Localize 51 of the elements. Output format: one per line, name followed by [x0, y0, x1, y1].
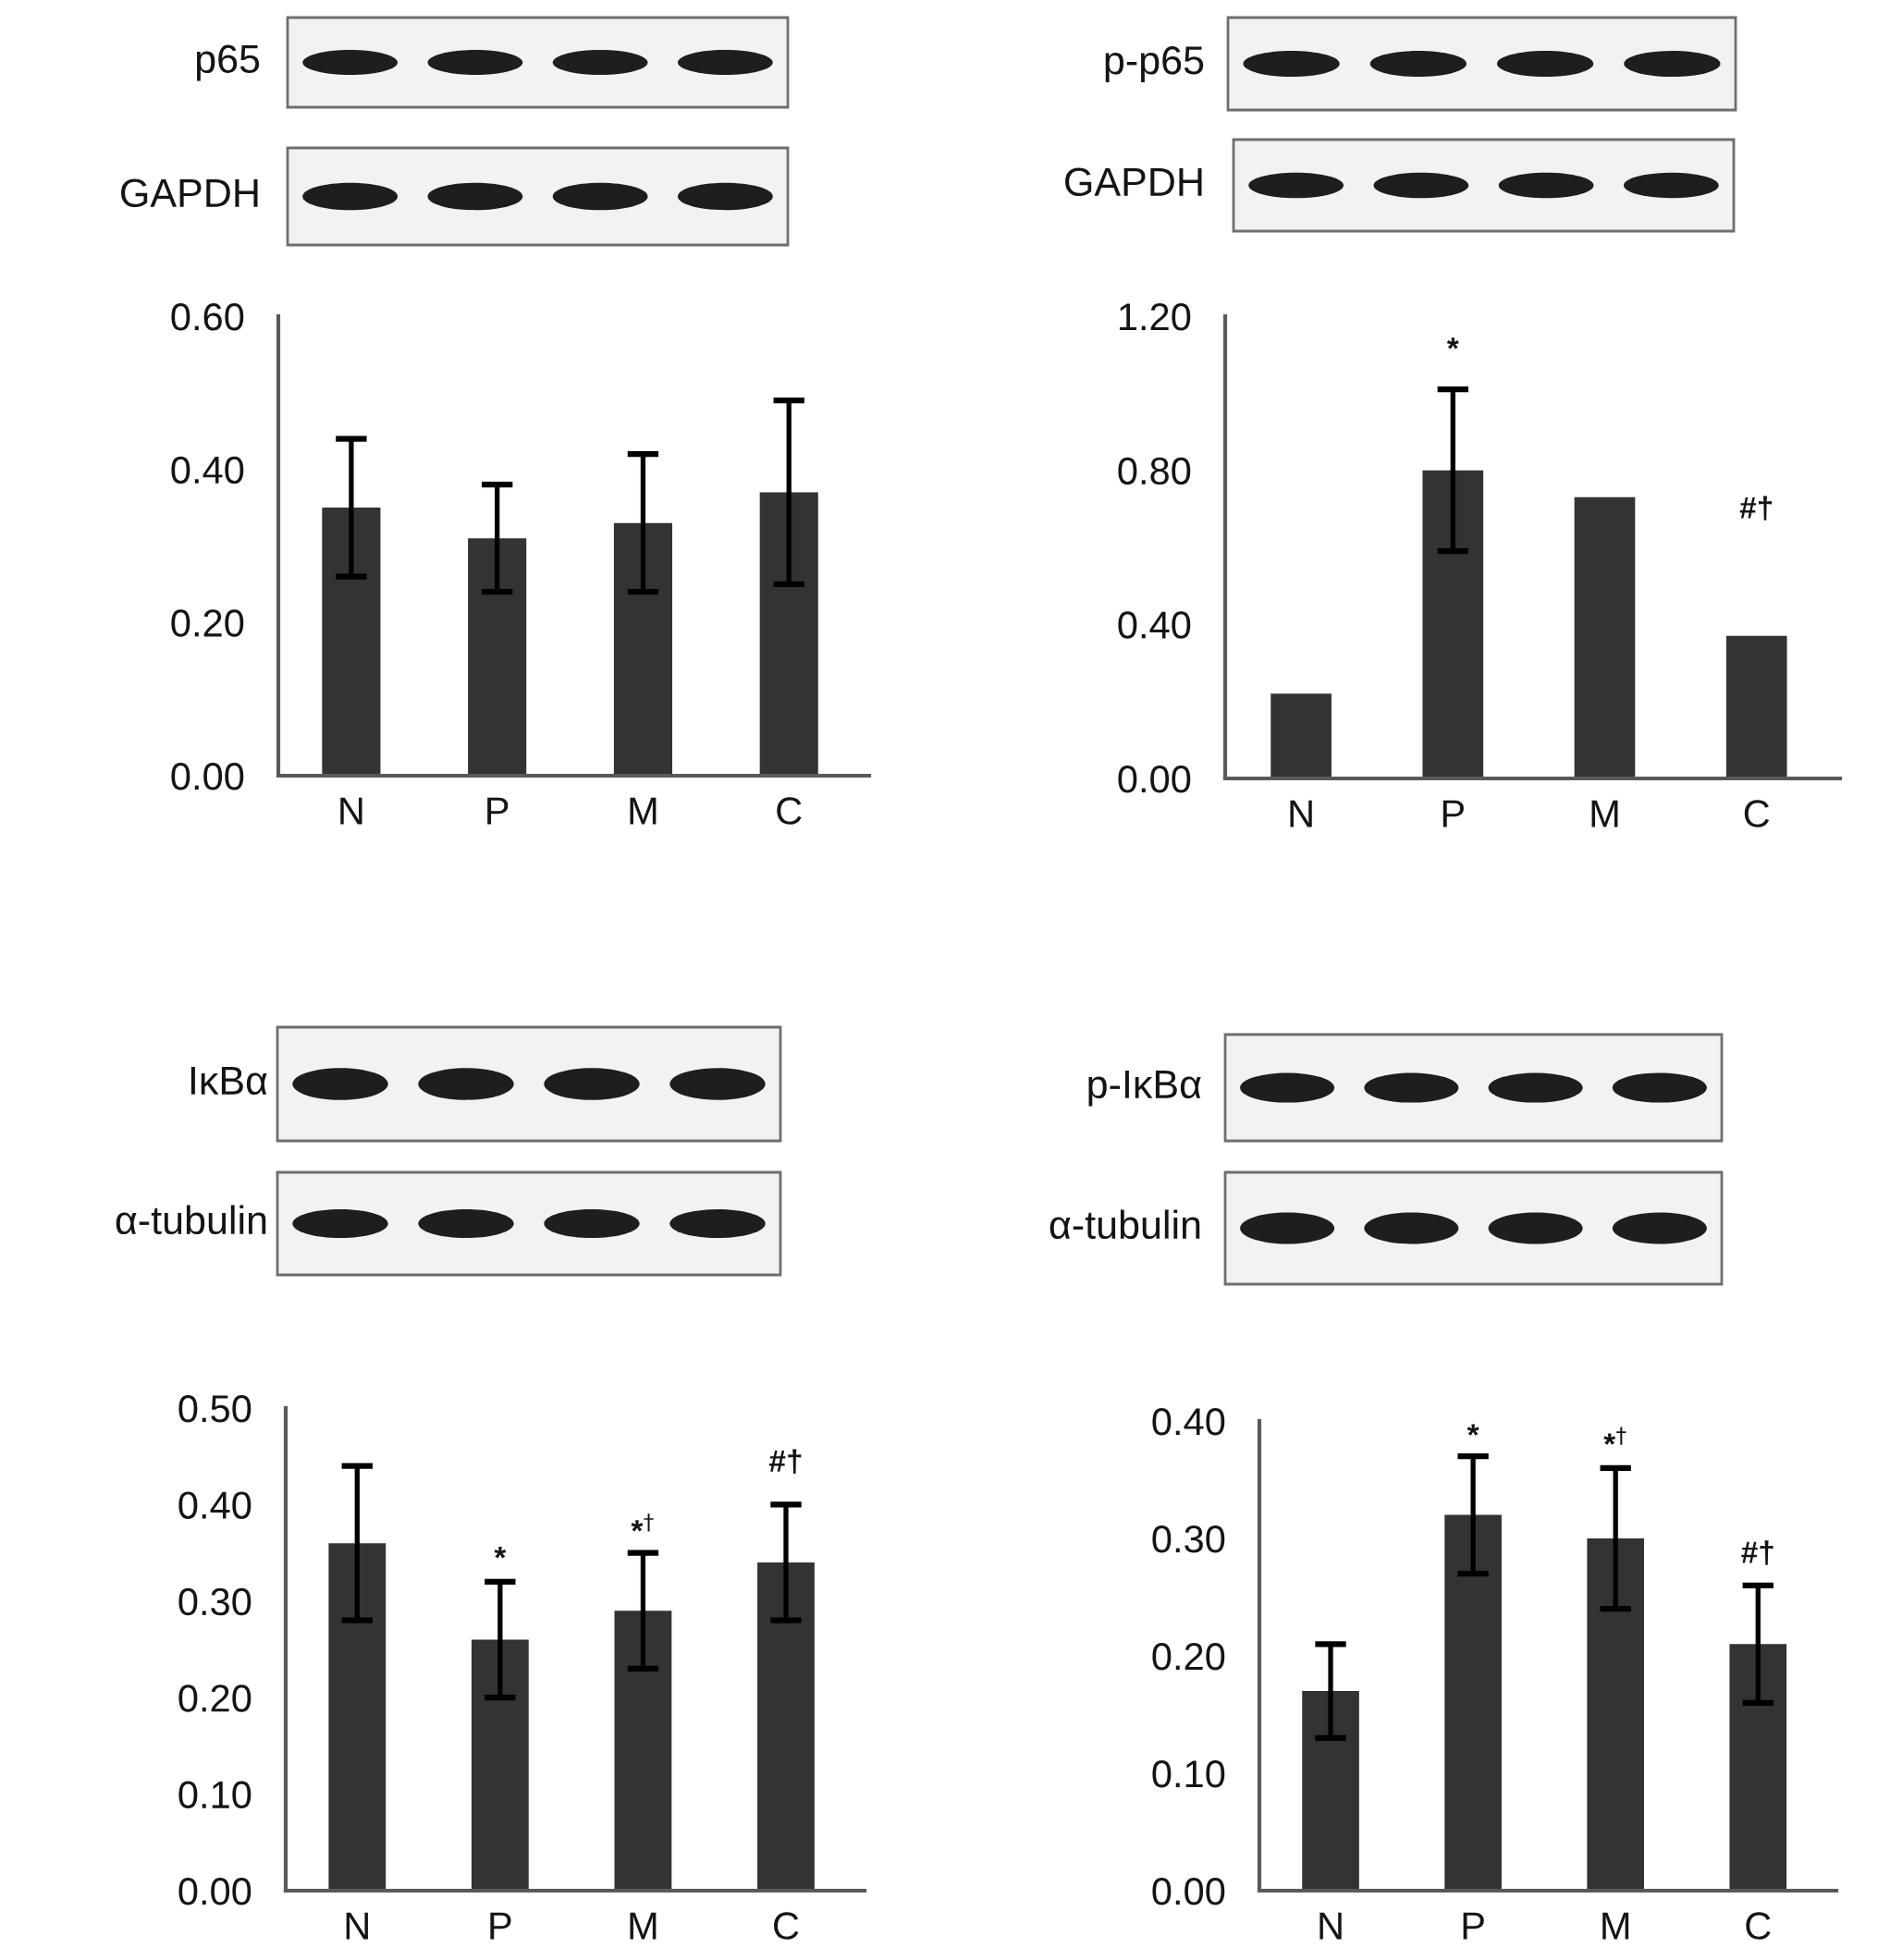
x-tick-label: M	[1602, 1912, 1629, 1940]
y-tick-label: 0.30	[178, 1587, 252, 1616]
x-tick-label: M	[630, 1912, 657, 1940]
x-tick-label: M	[630, 797, 657, 825]
text: α-tubulin	[1049, 1209, 1200, 1240]
annotation: #†	[769, 1449, 802, 1474]
y-tick-label: 0.40	[178, 1491, 252, 1519]
y-tick-label: 0.00	[1152, 1878, 1225, 1905]
y-tick-label: 0.00	[178, 1878, 252, 1905]
text: p65	[196, 44, 260, 81]
x-tick-label: N	[346, 1912, 368, 1940]
y-tick-label: 0.40	[171, 456, 244, 484]
annotation: *	[1446, 337, 1459, 349]
text: GAPDH	[1065, 167, 1202, 197]
x-tick-label: C	[1744, 800, 1770, 827]
annotation: *$^{†}$	[1603, 1427, 1626, 1445]
y-tick-label: 1.20	[1119, 303, 1191, 331]
y-tick-label: 0.00	[171, 763, 244, 790]
annotation: *	[1467, 1424, 1479, 1436]
y-tick-label: 0.10	[178, 1781, 252, 1809]
text: GAPDH	[121, 178, 258, 208]
y-tick-label: 0.10	[1152, 1760, 1225, 1788]
y-tick-label: 0.30	[1152, 1525, 1225, 1553]
y-tick-label: 0.40	[1152, 1408, 1225, 1436]
text: p-IκBα	[1088, 1071, 1201, 1107]
y-tick-label: 0.50	[178, 1395, 252, 1423]
annotation: *	[494, 1547, 507, 1559]
y-tick-label: 0.40	[1118, 611, 1191, 639]
x-tick-label: P	[490, 1912, 511, 1940]
y-tick-label: 0.20	[1152, 1643, 1225, 1671]
y-tick-label: 0.20	[171, 609, 244, 637]
y-tick-label: 0.60	[171, 303, 244, 331]
text: α-tubulin	[116, 1205, 266, 1235]
x-tick-label: N	[340, 797, 362, 825]
annotation: #†	[1739, 496, 1772, 521]
x-tick-label: N	[1320, 1912, 1342, 1940]
y-tick-label: 0.80	[1118, 457, 1191, 485]
x-tick-label: M	[1591, 800, 1618, 827]
x-tick-label: C	[774, 1912, 799, 1940]
text: p-p65	[1105, 46, 1204, 83]
x-tick-label: N	[1290, 800, 1312, 827]
y-tick-label: 0.00	[1118, 766, 1191, 793]
x-tick-label: P	[487, 797, 509, 825]
x-tick-label: C	[1746, 1912, 1771, 1940]
text: IκBα	[190, 1067, 267, 1096]
annotation: *$^{†}$	[631, 1513, 654, 1532]
x-tick-label: P	[1442, 800, 1464, 827]
x-tick-label: C	[777, 797, 802, 825]
y-tick-label: 0.20	[178, 1684, 252, 1712]
x-tick-label: P	[1463, 1912, 1484, 1940]
annotation: #†	[1741, 1540, 1774, 1565]
